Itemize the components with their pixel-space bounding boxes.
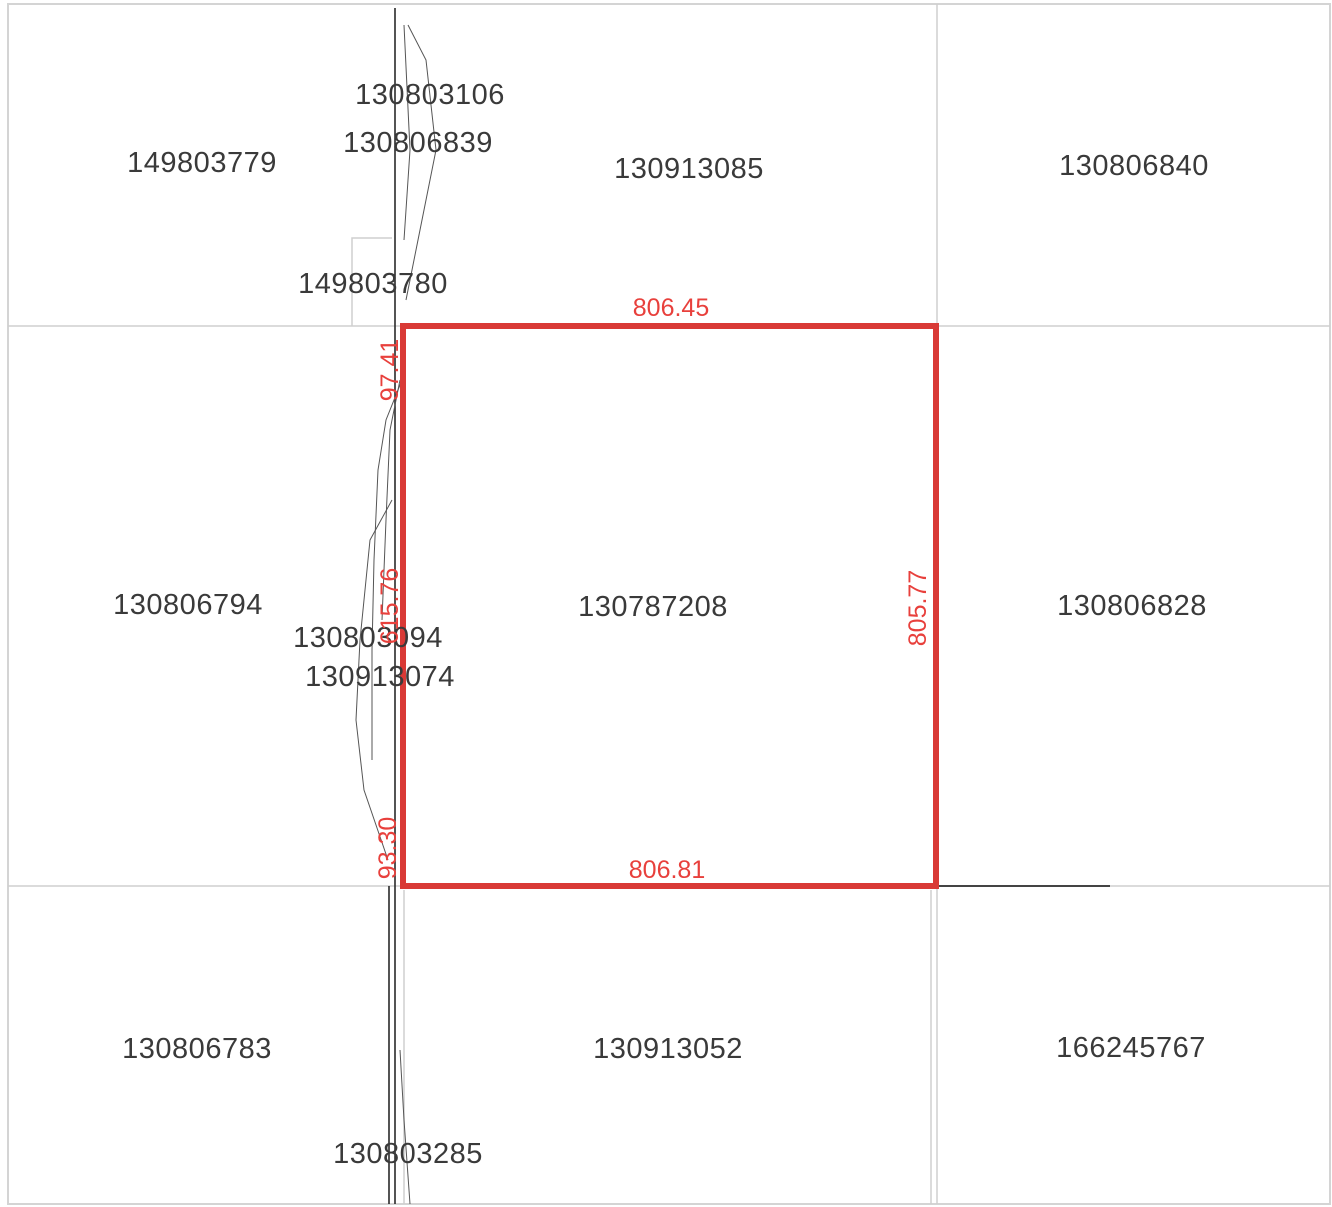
parcel-label-130806828[interactable]: 130806828 (1057, 590, 1207, 622)
parcel-label-166245767[interactable]: 166245767 (1056, 1032, 1206, 1064)
road-lines (388, 8, 396, 1204)
parcel-label-130913085[interactable]: 130913085 (614, 153, 764, 185)
dimension-right: 805.77 (904, 570, 932, 646)
parcel-label-130806839[interactable]: 130806839 (343, 127, 493, 159)
dimension-bottom: 806.81 (629, 856, 705, 884)
map-frame (7, 3, 1331, 1205)
road-strip-lines (355, 24, 437, 1205)
dimension-top: 806.45 (633, 294, 709, 322)
parcel-labels: 149803779 130803106 130806839 130913085 … (113, 79, 1209, 1170)
parcel-label-149803780[interactable]: 149803780 (298, 268, 448, 300)
parcel-label-130806794[interactable]: 130806794 (113, 589, 263, 621)
parcel-label-130787208[interactable]: 130787208 (578, 591, 728, 623)
parcel-label-130803094[interactable]: 130803094 (293, 622, 443, 654)
parcel-label-130913052[interactable]: 130913052 (593, 1033, 743, 1065)
dimension-left-upper: 97.41 (376, 339, 404, 402)
parcel-label-130806783[interactable]: 130806783 (122, 1033, 272, 1065)
selected-parcel-outline[interactable] (400, 323, 939, 889)
parcel-label-130803106[interactable]: 130803106 (355, 79, 505, 111)
parcel-label-130806840[interactable]: 130806840 (1059, 150, 1209, 182)
dimension-left-lower: 93.30 (374, 817, 402, 880)
dimension-labels: 806.45 806.81 805.77 97.41 615.76 93.30 (374, 294, 932, 884)
parcel-label-130803285[interactable]: 130803285 (333, 1138, 483, 1170)
parcel-label-149803779[interactable]: 149803779 (127, 147, 277, 179)
dimension-left-middle: 615.76 (376, 568, 404, 644)
parcel-label-130913074[interactable]: 130913074 (305, 661, 455, 693)
